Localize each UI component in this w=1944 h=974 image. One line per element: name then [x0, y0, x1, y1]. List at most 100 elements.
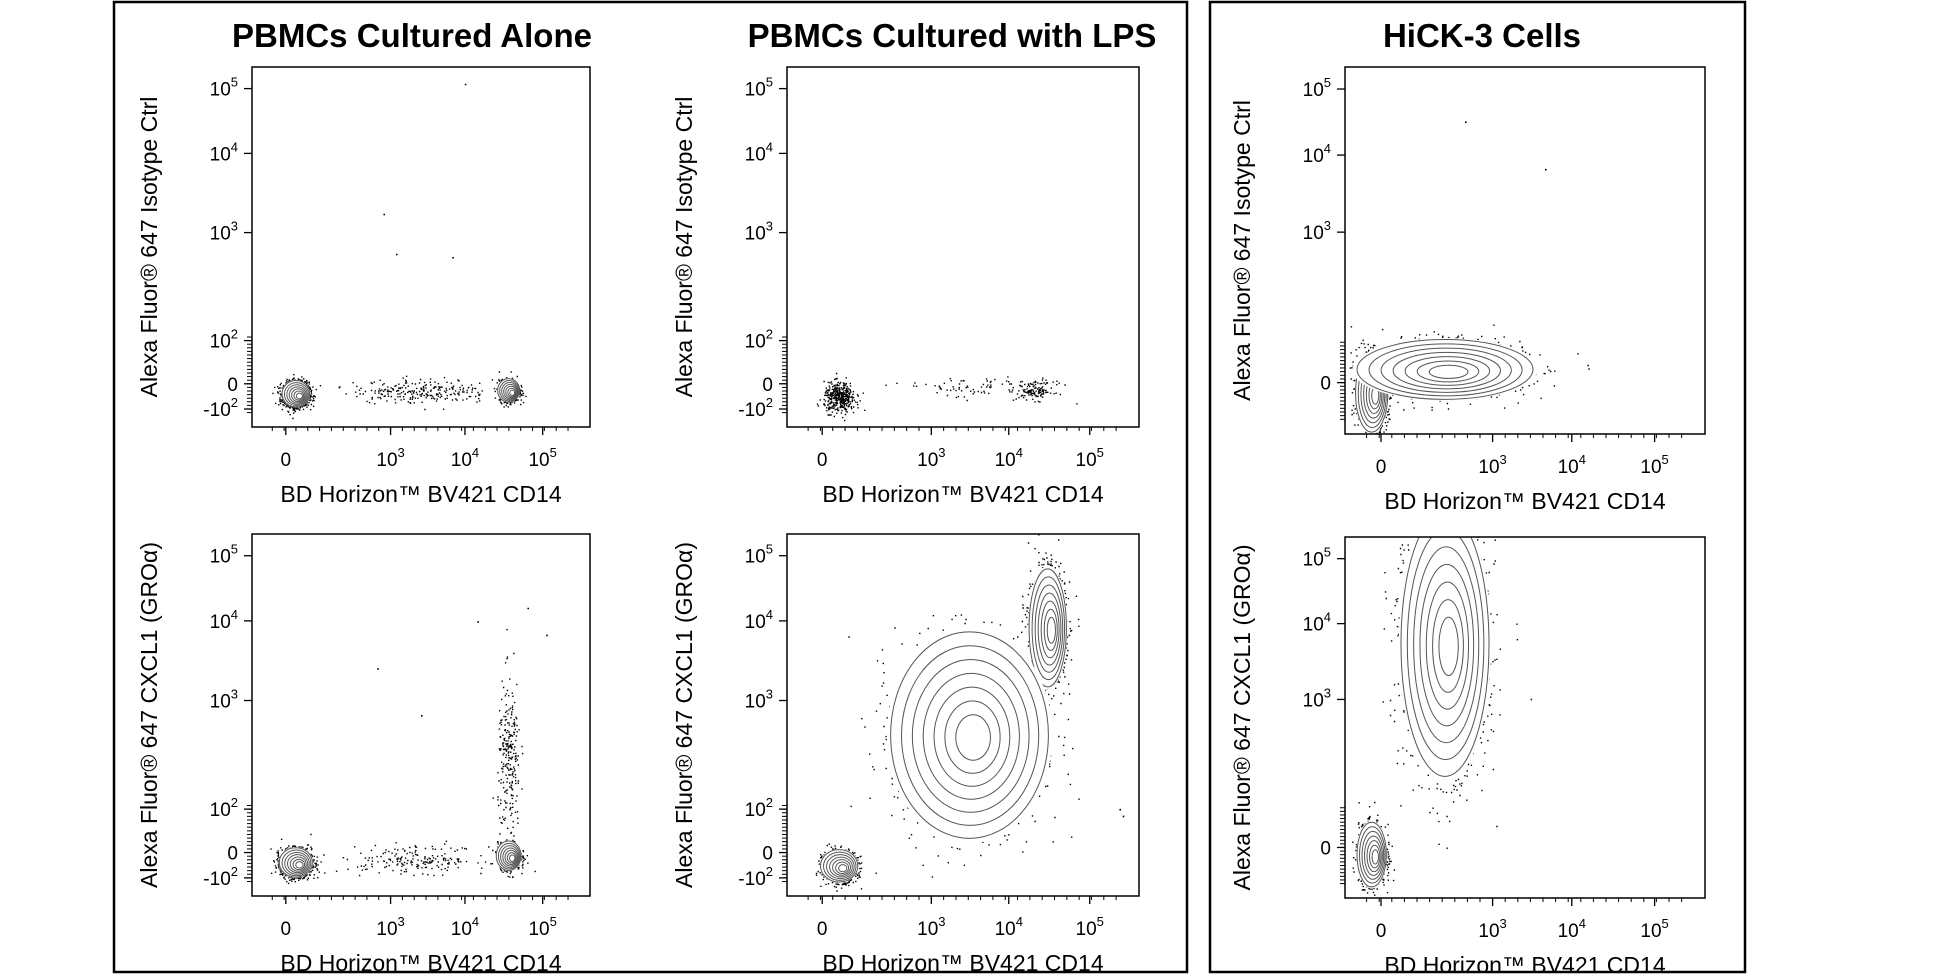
contour-line	[287, 854, 309, 874]
y-tick-label: -102	[203, 864, 238, 890]
contour-line	[292, 858, 306, 871]
title-hick3: HiCK-3 Cells	[1383, 17, 1581, 54]
contour-line	[1369, 844, 1381, 869]
contour-line	[509, 854, 516, 862]
contour-line	[1356, 339, 1534, 400]
x-tick-label: 103	[1478, 452, 1506, 478]
scatter-dots	[270, 607, 548, 885]
x-tick-label: 104	[451, 445, 479, 471]
y-tick-label: -102	[738, 864, 773, 890]
x-tick-label: 104	[1558, 916, 1586, 942]
y-tick-label: 103	[210, 687, 238, 713]
y-tick-label: 104	[210, 607, 238, 633]
contour-line	[835, 861, 850, 875]
x-axis-label: BD Horizon™ BV421 CD14	[280, 481, 561, 507]
x-tick-label: 0	[817, 919, 828, 940]
y-tick-label: 0	[227, 375, 238, 396]
x-tick-label: 105	[528, 914, 556, 940]
contour-line	[1366, 840, 1382, 873]
x-tick-label: 104	[451, 914, 479, 940]
y-tick-label: 104	[745, 607, 773, 633]
contour-line	[504, 849, 518, 865]
y-tick-label: 103	[745, 219, 773, 245]
contour-line	[1028, 568, 1067, 688]
pbmc-group-frame	[112, 0, 1189, 974]
contour-line	[1428, 364, 1469, 379]
scatter-dots	[1352, 537, 1533, 896]
x-tick-label: 104	[1558, 452, 1586, 478]
y-tick-label: 105	[745, 542, 773, 568]
contour-line	[499, 380, 520, 402]
plot-panel-3: 0 103 104 105 0 103 104 105 BD Horizon™ BV421 CD…	[1229, 66, 1706, 514]
contour-line	[944, 700, 1001, 774]
x-tick-label: 105	[1076, 914, 1104, 940]
y-tick-label: 102	[210, 327, 238, 353]
contour-line	[509, 389, 516, 396]
y-axis-label: Alexa Fluor® 647 Isotype Ctrl	[1229, 100, 1255, 401]
contour-line	[911, 659, 1030, 813]
contour-line	[1356, 821, 1387, 888]
contour-line	[832, 859, 851, 876]
x-tick-label: 0	[281, 919, 292, 940]
x-tick-label: 0	[1376, 921, 1387, 942]
x-tick-label: 103	[1478, 916, 1506, 942]
contour-line	[1406, 537, 1485, 760]
contour-line	[507, 387, 516, 397]
plot-frame	[786, 533, 1140, 897]
contour-line	[1438, 616, 1459, 676]
plot-frame	[1344, 536, 1706, 899]
contour-line	[295, 861, 304, 869]
x-axis-label: BD Horizon™ BV421 CD14	[822, 950, 1103, 974]
contour-line	[283, 382, 309, 407]
x-tick-label: 103	[917, 445, 945, 471]
contour-line	[890, 631, 1049, 839]
contour-line	[286, 384, 308, 405]
contour-line	[1371, 849, 1379, 865]
y-tick-label: 105	[1303, 75, 1331, 101]
contour-line	[284, 851, 310, 875]
contour-line	[500, 845, 520, 868]
x-tick-label: 0	[1376, 457, 1387, 478]
contour-line	[838, 864, 848, 873]
contour-line	[505, 385, 517, 399]
contour-line	[497, 378, 521, 403]
contour-line	[1031, 576, 1066, 681]
contour-line	[829, 856, 853, 878]
contour-line	[295, 392, 303, 400]
contour-line	[1400, 537, 1490, 777]
contour-line	[495, 840, 522, 872]
contour-line	[1416, 360, 1480, 383]
y-axis-label: Alexa Fluor® 647 CXCL1 (GROα)	[1229, 545, 1255, 891]
scatter-dots	[272, 83, 527, 420]
contour-line	[1380, 347, 1512, 393]
contour-fill	[1398, 537, 1492, 783]
x-tick-label: 103	[917, 914, 945, 940]
contour-line	[506, 852, 517, 864]
contour-line	[1040, 600, 1060, 659]
contour-line	[1368, 343, 1523, 397]
contour-line	[503, 383, 518, 400]
y-tick-label: -102	[738, 395, 773, 421]
contour-line	[281, 379, 311, 408]
x-tick-label: 0	[817, 450, 828, 471]
contour-line	[501, 381, 519, 401]
y-tick-label: 104	[1303, 610, 1331, 636]
y-tick-label: 103	[1303, 685, 1331, 711]
y-tick-label: 102	[210, 795, 238, 821]
y-tick-label: 0	[762, 844, 773, 865]
contour-line	[1425, 581, 1470, 710]
y-axis-label: Alexa Fluor® 647 Isotype Ctrl	[136, 97, 162, 398]
contour-line	[1392, 351, 1501, 390]
x-tick-label: 103	[376, 914, 404, 940]
contour-line	[933, 686, 1011, 787]
y-tick-label: 105	[210, 75, 238, 101]
y-tick-label: 103	[210, 219, 238, 245]
scatter-dots	[815, 534, 1125, 892]
y-tick-label: 105	[210, 542, 238, 568]
x-tick-label: 105	[1076, 445, 1104, 471]
x-tick-label: 104	[995, 914, 1023, 940]
x-axis-label: BD Horizon™ BV421 CD14	[1384, 952, 1665, 974]
contour-fill	[1352, 338, 1538, 401]
